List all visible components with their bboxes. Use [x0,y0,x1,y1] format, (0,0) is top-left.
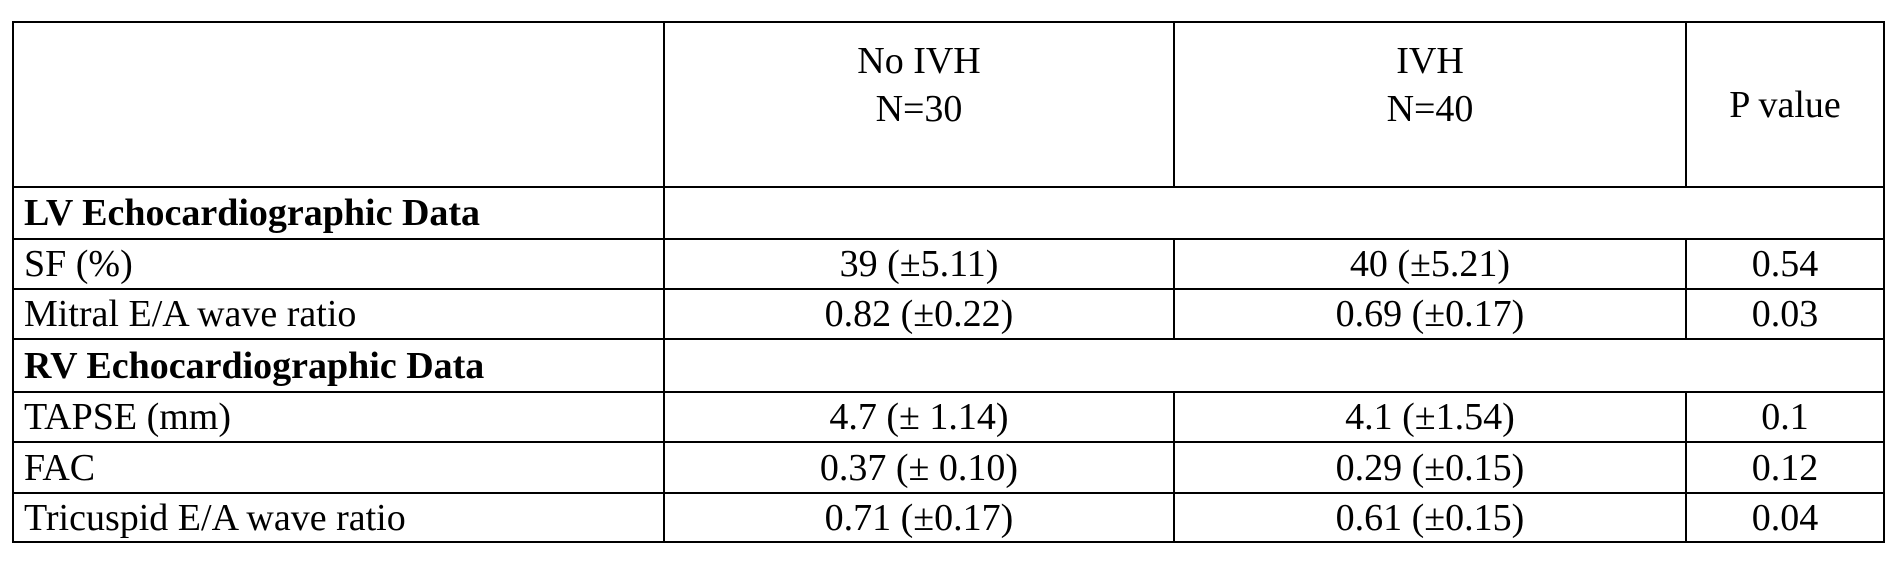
data-row: Mitral E/A wave ratio 0.82 (±0.22) 0.69 (±… [12,288,1885,340]
group-value: 4.7 (± 1.14) [663,391,1175,443]
p-value: 0.03 [1685,288,1885,340]
section-filler [663,186,1885,240]
group-value: 0.29 (±0.15) [1173,441,1687,494]
row-label: SF (%) [12,238,665,290]
group-name: IVH [1396,40,1464,82]
section-title: LV Echocardiographic Data [12,186,665,240]
group-value: 0.69 (±0.17) [1173,288,1687,340]
section-row: RV Echocardiographic Data [12,338,1885,393]
group-value: 39 (±5.11) [663,238,1175,290]
results-table: No IVH N=30 IVH N=40 P value LV Echocardio… [12,21,1885,543]
header-row: No IVH N=30 IVH N=40 P value [12,21,1885,188]
p-value: 0.1 [1685,391,1885,443]
section-filler [663,338,1885,393]
group-header: No IVH N=30 [663,21,1175,188]
data-row: SF (%) 39 (±5.11) 40 (±5.21) 0.54 [12,238,1885,290]
group-value: 0.61 (±0.15) [1173,492,1687,543]
empty-cell [12,21,665,188]
group-value: 4.1 (±1.54) [1173,391,1687,443]
row-label: Mitral E/A wave ratio [12,288,665,340]
group-n: N=30 [875,88,963,130]
p-value: 0.04 [1685,492,1885,543]
p-value: 0.12 [1685,441,1885,494]
group-name: No IVH [857,40,981,82]
row-label: FAC [12,441,665,494]
section-row: LV Echocardiographic Data [12,186,1885,240]
group-value: 0.82 (±0.22) [663,288,1175,340]
group-value: 0.71 (±0.17) [663,492,1175,543]
group-header: IVH N=40 [1173,21,1687,188]
row-label: Tricuspid E/A wave ratio [12,492,665,543]
section-title: RV Echocardiographic Data [12,338,665,393]
data-row: FAC 0.37 (± 0.10) 0.29 (±0.15) 0.12 [12,441,1885,494]
p-value: 0.54 [1685,238,1885,290]
group-value: 40 (±5.21) [1173,238,1687,290]
group-n: N=40 [1386,88,1474,130]
row-label: TAPSE (mm) [12,391,665,443]
p-value-header: P value [1685,21,1885,188]
data-row: TAPSE (mm) 4.7 (± 1.14) 4.1 (±1.54) 0.1 [12,391,1885,443]
data-row: Tricuspid E/A wave ratio 0.71 (±0.17) 0.61… [12,492,1885,543]
group-value: 0.37 (± 0.10) [663,441,1175,494]
